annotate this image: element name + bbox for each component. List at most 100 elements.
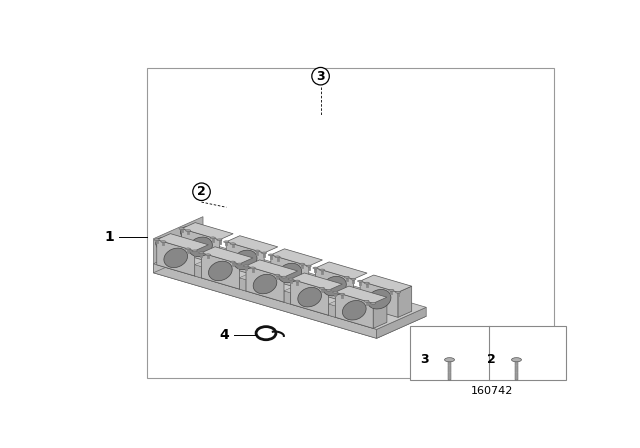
Ellipse shape <box>253 274 277 294</box>
Ellipse shape <box>278 263 301 283</box>
Ellipse shape <box>342 301 366 320</box>
Ellipse shape <box>323 276 346 296</box>
Ellipse shape <box>396 291 401 293</box>
Polygon shape <box>154 242 426 329</box>
Polygon shape <box>271 255 308 291</box>
Polygon shape <box>202 253 239 289</box>
Polygon shape <box>246 266 284 302</box>
Polygon shape <box>239 278 246 291</box>
Ellipse shape <box>333 291 338 293</box>
Polygon shape <box>220 248 240 256</box>
Ellipse shape <box>192 250 197 252</box>
Text: 160742: 160742 <box>470 386 513 396</box>
Polygon shape <box>157 234 209 251</box>
Polygon shape <box>284 291 291 304</box>
Text: 1: 1 <box>104 229 114 244</box>
Polygon shape <box>226 242 264 278</box>
Ellipse shape <box>344 276 349 278</box>
Text: 3: 3 <box>420 353 429 366</box>
Polygon shape <box>246 260 298 277</box>
Ellipse shape <box>154 239 159 241</box>
Bar <box>410 326 566 380</box>
Ellipse shape <box>250 267 255 269</box>
Polygon shape <box>353 293 360 306</box>
Polygon shape <box>308 280 316 293</box>
Bar <box>147 68 554 378</box>
Ellipse shape <box>164 248 188 267</box>
Polygon shape <box>154 242 203 273</box>
Ellipse shape <box>358 280 363 282</box>
Ellipse shape <box>199 252 204 254</box>
Ellipse shape <box>186 230 191 232</box>
Polygon shape <box>154 251 426 338</box>
Polygon shape <box>398 286 412 317</box>
Ellipse shape <box>295 280 300 282</box>
Ellipse shape <box>205 254 211 256</box>
Ellipse shape <box>326 289 332 291</box>
Ellipse shape <box>223 241 229 243</box>
Polygon shape <box>157 240 195 276</box>
Polygon shape <box>360 281 398 317</box>
Ellipse shape <box>319 287 324 289</box>
Ellipse shape <box>364 282 369 284</box>
Ellipse shape <box>371 302 376 304</box>
Text: 2: 2 <box>487 353 496 366</box>
Ellipse shape <box>234 250 257 270</box>
Polygon shape <box>308 274 329 282</box>
Bar <box>515 360 518 380</box>
Text: 2: 2 <box>197 185 206 198</box>
Polygon shape <box>376 307 426 338</box>
Ellipse shape <box>300 263 305 265</box>
Ellipse shape <box>298 288 321 307</box>
Bar <box>448 360 451 380</box>
Polygon shape <box>226 236 278 253</box>
Ellipse shape <box>180 227 201 243</box>
Polygon shape <box>328 304 335 317</box>
Polygon shape <box>335 286 387 303</box>
Ellipse shape <box>367 289 391 309</box>
Polygon shape <box>182 223 233 240</box>
Ellipse shape <box>179 228 184 230</box>
Polygon shape <box>264 267 271 280</box>
Polygon shape <box>316 268 353 304</box>
Text: 3: 3 <box>316 70 325 83</box>
Polygon shape <box>360 275 412 292</box>
Ellipse shape <box>217 239 222 241</box>
Ellipse shape <box>262 252 267 254</box>
Ellipse shape <box>445 358 454 362</box>
Ellipse shape <box>210 237 216 239</box>
Ellipse shape <box>339 293 344 295</box>
Text: 4: 4 <box>219 328 229 342</box>
Ellipse shape <box>230 261 236 263</box>
Polygon shape <box>291 279 328 315</box>
Polygon shape <box>335 292 373 328</box>
Polygon shape <box>195 265 202 278</box>
Polygon shape <box>316 262 367 279</box>
Ellipse shape <box>268 254 273 256</box>
Ellipse shape <box>275 274 280 276</box>
Polygon shape <box>271 249 323 266</box>
Polygon shape <box>264 261 284 269</box>
Polygon shape <box>202 247 253 264</box>
Ellipse shape <box>243 265 249 267</box>
Ellipse shape <box>275 256 280 258</box>
Polygon shape <box>373 297 387 328</box>
Ellipse shape <box>313 267 318 269</box>
Ellipse shape <box>189 237 212 257</box>
Ellipse shape <box>282 276 287 278</box>
Polygon shape <box>154 264 376 338</box>
Ellipse shape <box>306 265 312 267</box>
Ellipse shape <box>288 278 293 280</box>
Ellipse shape <box>161 241 166 243</box>
Polygon shape <box>182 228 220 265</box>
Ellipse shape <box>351 278 356 280</box>
Ellipse shape <box>511 358 522 362</box>
Ellipse shape <box>209 261 232 281</box>
Polygon shape <box>284 285 304 293</box>
Polygon shape <box>328 298 349 306</box>
Ellipse shape <box>237 263 242 265</box>
Polygon shape <box>154 217 203 273</box>
Polygon shape <box>220 254 226 267</box>
Ellipse shape <box>319 269 324 271</box>
Polygon shape <box>195 258 215 267</box>
